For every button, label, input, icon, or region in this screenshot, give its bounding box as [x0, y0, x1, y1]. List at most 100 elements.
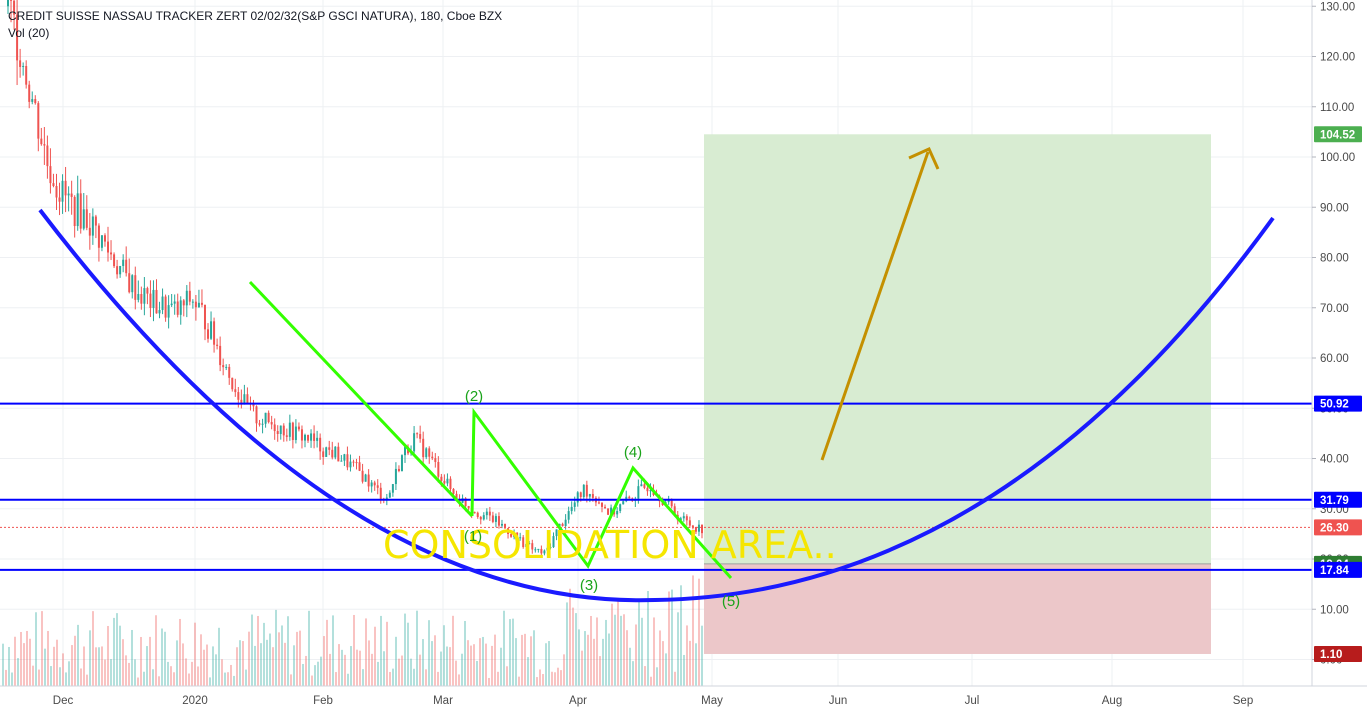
volume-bar [428, 620, 430, 686]
volume-bar [248, 631, 250, 686]
volume-bar [497, 671, 499, 686]
volume-bar [119, 625, 121, 686]
volume-bar [20, 631, 22, 686]
volume-bar [83, 646, 85, 686]
volume-bar [272, 647, 274, 686]
candles [7, 0, 703, 556]
candle-body [207, 329, 210, 339]
volume-bar [338, 644, 340, 686]
candle-body [367, 474, 370, 487]
candle-body [88, 227, 91, 236]
symbol-title: CREDIT SUISSE NASSAU TRACKER ZERT 02/02/… [8, 9, 503, 23]
candle-body [646, 487, 649, 492]
volume-bar [467, 640, 469, 686]
volume-bar [611, 603, 613, 686]
candle-body [422, 438, 425, 458]
volume-bar [113, 617, 115, 686]
candle-body [122, 259, 125, 266]
candle-body [552, 536, 555, 548]
candle-body [543, 550, 546, 554]
candle-body [52, 183, 55, 186]
volume-bar [554, 672, 556, 686]
volume-bar [569, 588, 571, 686]
volume-bar [383, 651, 385, 686]
candle-body [573, 502, 576, 507]
volume-bar [62, 653, 64, 686]
volume-bar [89, 630, 91, 686]
candle-body [128, 273, 131, 293]
candle-body [197, 302, 200, 308]
candle-body [310, 433, 313, 441]
volume-bar [8, 646, 10, 686]
candle-body [570, 506, 573, 512]
candle-body [701, 524, 703, 534]
candle-body [110, 252, 113, 255]
candle-body [476, 512, 479, 517]
volume-bar [344, 654, 346, 686]
volume-bar [422, 639, 424, 686]
candle-body [694, 526, 697, 532]
candle-body [479, 516, 482, 520]
candle-body [319, 437, 322, 452]
volume-bar [371, 653, 373, 686]
volume-bar [176, 640, 178, 686]
candle-body [152, 289, 155, 308]
volume-bar [488, 677, 490, 686]
volume-bar [200, 634, 202, 686]
volume-bar [209, 677, 211, 686]
candle-body [673, 506, 676, 515]
candle-body [240, 399, 243, 404]
volume-bar [359, 650, 361, 686]
volume-bar [260, 643, 262, 686]
candle-body [70, 193, 73, 197]
volume-bar [212, 646, 214, 686]
volume-bar [617, 600, 619, 686]
volume-bar [26, 630, 28, 686]
volume-bar [140, 636, 142, 686]
consolidation-label: CONSOLIDATION AREA.. [383, 523, 837, 567]
volume-bar [542, 674, 544, 686]
price-axis-label: 130.00 [1320, 1, 1355, 13]
candle-body [519, 537, 522, 539]
candle-body [443, 480, 446, 484]
candle-body [19, 60, 22, 67]
candle-body [303, 434, 306, 441]
candle-body [264, 412, 267, 424]
price-axis-label: 110.00 [1320, 102, 1354, 114]
candle-body [685, 516, 688, 521]
candle-body [534, 549, 537, 551]
volume-bar [425, 669, 427, 686]
candle-body [167, 305, 170, 318]
volume-bar [353, 614, 355, 686]
candle-body [213, 321, 216, 345]
volume-bar [647, 590, 649, 686]
candle-body [428, 448, 431, 457]
volume-bar [545, 643, 547, 686]
volume-bar [443, 625, 445, 686]
candle-body [610, 507, 613, 515]
volume-bar [221, 659, 223, 686]
volume-bar [656, 667, 658, 686]
candle-body [564, 519, 567, 526]
candle-body [231, 377, 234, 390]
volume-bar [563, 654, 565, 686]
candle-body [431, 456, 434, 459]
volume-bar [683, 654, 685, 686]
volume-bar [14, 636, 16, 686]
volume-bar [299, 630, 301, 686]
volume-bar [605, 619, 607, 686]
time-axis-label: Feb [313, 695, 333, 707]
volume-bar [284, 642, 286, 686]
volume-bar [245, 669, 247, 686]
price-axis-label: 80.00 [1320, 253, 1349, 265]
candle-body [282, 425, 285, 436]
volume-bar [242, 641, 244, 686]
volume-bar [686, 625, 688, 686]
volume-bar [203, 649, 205, 686]
volume-bar [302, 663, 304, 686]
volume-bar [110, 659, 112, 686]
price-label-bg [1314, 645, 1362, 662]
volume-bar [527, 657, 529, 686]
